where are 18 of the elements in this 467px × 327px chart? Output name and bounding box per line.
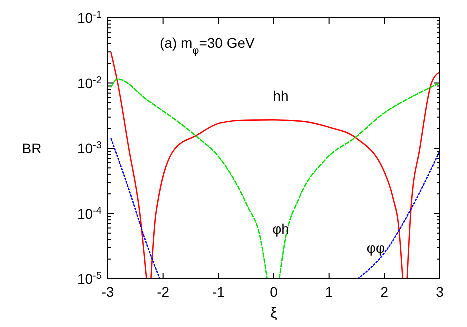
y-tick-label: 10$^{-5}$	[77, 270, 102, 287]
x-tick-label: -1	[212, 284, 226, 300]
y-tick-label: 10$^{-2}$	[77, 74, 102, 92]
x-tick-label: 1	[325, 284, 334, 300]
y-axis-title: BR	[22, 140, 42, 156]
y-tick-label: 10$^{-4}$	[77, 205, 102, 222]
x-tick-label: 0	[270, 284, 278, 300]
y-tick-label: 10$^{-1}$	[77, 10, 102, 26]
series-label: φφ	[366, 240, 386, 256]
y-tick-label: 10$^{-3}$	[77, 140, 102, 156]
x-tick-label: -3	[102, 284, 114, 300]
x-tick-label: 3	[436, 284, 444, 300]
series-label: hh	[273, 88, 289, 104]
x-tick-label: 2	[380, 284, 389, 300]
series-label: φh	[272, 221, 290, 237]
x-axis-title: ξ	[270, 305, 278, 322]
annotation: (a) m$_{φ}$=30 GeV	[160, 35, 256, 56]
x-tick-label: -2	[157, 284, 170, 300]
